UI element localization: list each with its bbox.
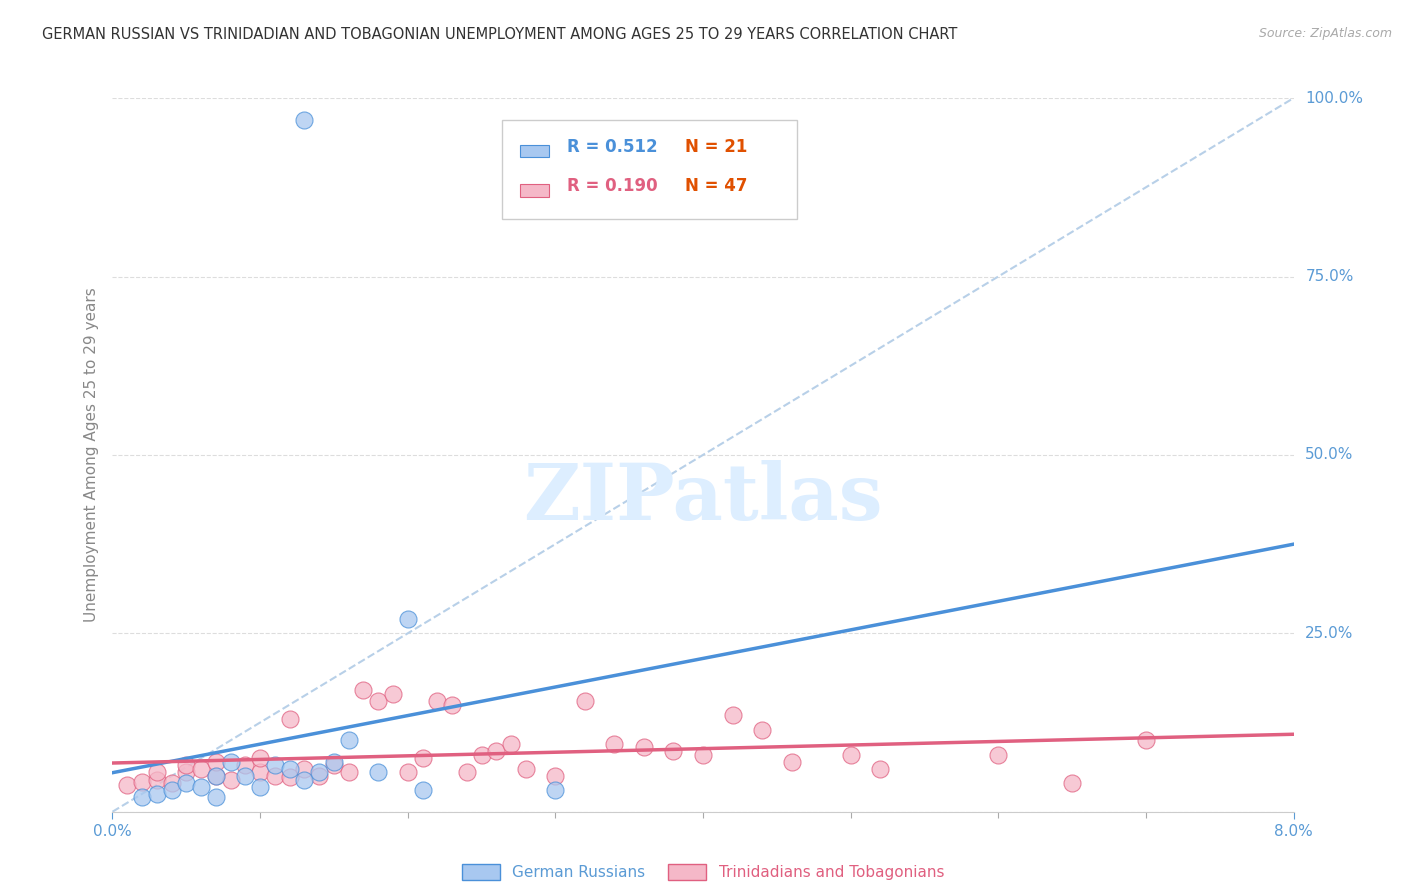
Text: R = 0.512: R = 0.512 bbox=[567, 137, 658, 155]
Point bbox=[1135, 733, 1157, 747]
Point bbox=[323, 755, 346, 769]
Point bbox=[352, 683, 374, 698]
Point bbox=[337, 733, 360, 747]
Point bbox=[160, 776, 183, 790]
Point bbox=[337, 765, 360, 780]
Point bbox=[426, 694, 449, 708]
Point bbox=[292, 112, 315, 127]
Point bbox=[205, 755, 228, 769]
Point bbox=[323, 758, 346, 772]
Point bbox=[205, 769, 228, 783]
Text: R = 0.190: R = 0.190 bbox=[567, 177, 658, 194]
Point bbox=[396, 612, 419, 626]
Point bbox=[456, 765, 478, 780]
Point bbox=[264, 769, 287, 783]
Text: N = 21: N = 21 bbox=[685, 137, 748, 155]
Point bbox=[219, 772, 242, 787]
Point bbox=[131, 790, 153, 805]
Point bbox=[412, 751, 434, 765]
Text: ZIPatlas: ZIPatlas bbox=[523, 459, 883, 536]
Point bbox=[278, 771, 301, 785]
Point bbox=[987, 747, 1010, 762]
Point bbox=[396, 765, 419, 780]
Point bbox=[233, 769, 256, 783]
FancyBboxPatch shape bbox=[502, 120, 797, 219]
Point bbox=[146, 787, 169, 801]
Point bbox=[308, 765, 330, 780]
Point bbox=[501, 737, 523, 751]
Bar bbox=[520, 184, 550, 196]
Point bbox=[367, 694, 389, 708]
Point bbox=[692, 747, 714, 762]
Point bbox=[544, 783, 567, 797]
Point bbox=[278, 712, 301, 726]
Point bbox=[146, 772, 169, 787]
Point bbox=[662, 744, 685, 758]
Point bbox=[249, 751, 271, 765]
Text: 100.0%: 100.0% bbox=[1305, 91, 1364, 105]
Point bbox=[174, 765, 197, 780]
Legend: German Russians, Trinidadians and Tobagonians: German Russians, Trinidadians and Tobago… bbox=[456, 858, 950, 886]
Point bbox=[292, 772, 315, 787]
Y-axis label: Unemployment Among Ages 25 to 29 years: Unemployment Among Ages 25 to 29 years bbox=[83, 287, 98, 623]
Point bbox=[146, 765, 169, 780]
Point bbox=[412, 783, 434, 797]
Text: GERMAN RUSSIAN VS TRINIDADIAN AND TOBAGONIAN UNEMPLOYMENT AMONG AGES 25 TO 29 YE: GERMAN RUSSIAN VS TRINIDADIAN AND TOBAGO… bbox=[42, 27, 957, 42]
Point bbox=[1062, 776, 1084, 790]
Point bbox=[190, 762, 212, 776]
Text: 50.0%: 50.0% bbox=[1305, 448, 1354, 462]
Point bbox=[219, 755, 242, 769]
Point bbox=[174, 758, 197, 772]
Point bbox=[278, 762, 301, 776]
Point bbox=[205, 769, 228, 783]
Point bbox=[205, 790, 228, 805]
Text: 25.0%: 25.0% bbox=[1305, 626, 1354, 640]
Point bbox=[382, 687, 405, 701]
Point bbox=[721, 708, 744, 723]
Point bbox=[515, 762, 537, 776]
Point bbox=[249, 780, 271, 794]
Point bbox=[367, 765, 389, 780]
Point bbox=[441, 698, 464, 712]
Point bbox=[308, 769, 330, 783]
Point bbox=[249, 765, 271, 780]
Point bbox=[574, 694, 596, 708]
Point bbox=[471, 747, 494, 762]
Point bbox=[603, 737, 626, 751]
Point bbox=[174, 776, 197, 790]
Text: N = 47: N = 47 bbox=[685, 177, 748, 194]
Point bbox=[160, 783, 183, 797]
Point bbox=[869, 762, 891, 776]
Point bbox=[751, 723, 773, 737]
Point bbox=[264, 758, 287, 772]
Point bbox=[633, 740, 655, 755]
Point bbox=[131, 774, 153, 789]
Point bbox=[190, 780, 212, 794]
Bar bbox=[520, 145, 550, 157]
Text: Source: ZipAtlas.com: Source: ZipAtlas.com bbox=[1258, 27, 1392, 40]
Point bbox=[117, 778, 138, 792]
Point bbox=[544, 769, 567, 783]
Text: 75.0%: 75.0% bbox=[1305, 269, 1354, 284]
Point bbox=[292, 762, 315, 776]
Point bbox=[485, 744, 508, 758]
Point bbox=[233, 758, 256, 772]
Point bbox=[780, 755, 803, 769]
Point bbox=[839, 747, 862, 762]
